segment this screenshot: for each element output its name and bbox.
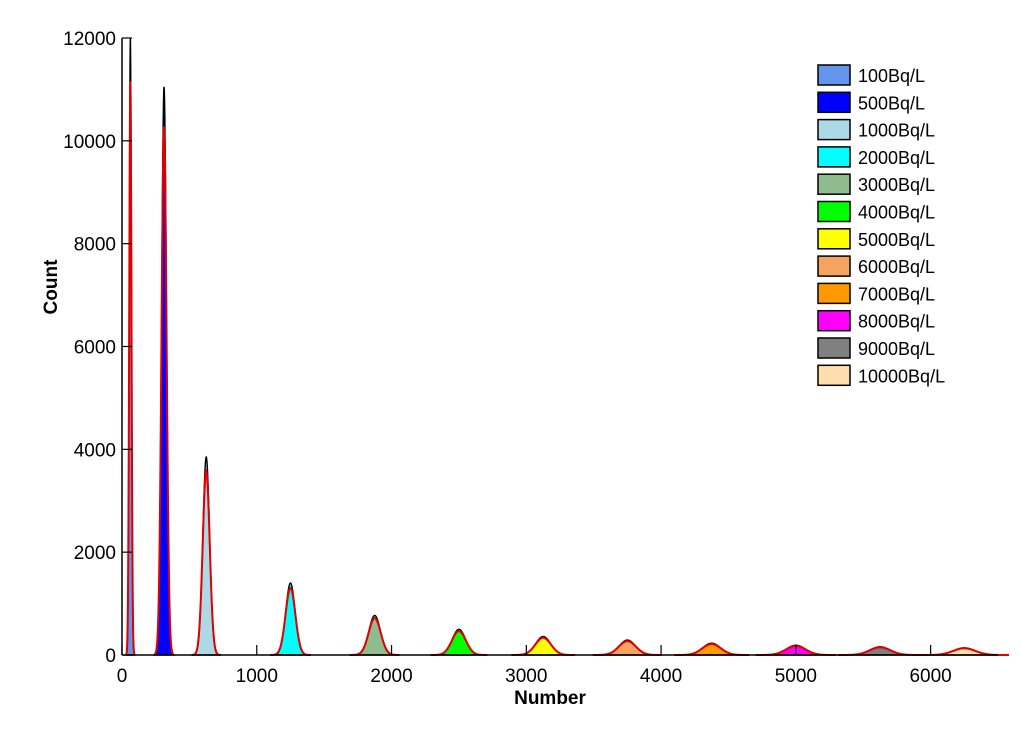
peak-11 xyxy=(919,647,1010,656)
fit-curve-4 xyxy=(350,617,400,656)
x-tick-label: 4000 xyxy=(640,666,682,687)
legend-label: 9000Bq/L xyxy=(858,339,935,359)
legend-label: 500Bq/L xyxy=(858,93,925,113)
legend-label: 10000Bq/L xyxy=(858,366,945,386)
legend-swatch xyxy=(817,228,851,250)
legend-item: 6000Bq/L xyxy=(817,255,935,277)
peak-area-3 xyxy=(269,582,311,656)
legend-label: 1000Bq/L xyxy=(858,121,935,141)
legend-swatch xyxy=(817,173,851,195)
y-tick-label: 4000 xyxy=(74,440,116,461)
legend-label: 7000Bq/L xyxy=(858,284,935,304)
x-tick-label: 1000 xyxy=(236,666,278,687)
legend-item: 5000Bq/L xyxy=(817,228,935,250)
x-tick-label: 5000 xyxy=(775,666,817,687)
y-ticks: 0 2000 4000 6000 8000 10000 12000 xyxy=(63,29,132,667)
peak-8 xyxy=(674,642,749,656)
peak-2 xyxy=(191,455,222,656)
legend: 100Bq/L 500Bq/L 1000Bq/L 2000Bq/L 3000Bq/L 40… xyxy=(817,64,945,387)
legend-label: 2000Bq/L xyxy=(858,148,935,168)
legend-label: 3000Bq/L xyxy=(858,175,935,195)
x-tick-label: 3000 xyxy=(505,666,547,687)
peak-5 xyxy=(430,628,488,656)
y-tick-label: 6000 xyxy=(74,338,116,359)
legend-item: 2000Bq/L xyxy=(817,146,935,168)
peak-area-2 xyxy=(191,455,222,656)
legend-item: 10000Bq/L xyxy=(817,364,945,387)
legend-swatch xyxy=(817,64,851,86)
peak-7 xyxy=(592,639,662,656)
peak-area-5 xyxy=(430,628,488,656)
legend-label: 4000Bq/L xyxy=(858,203,935,223)
legend-label: 6000Bq/L xyxy=(858,257,935,277)
peak-1 xyxy=(153,86,175,656)
legend-label: 8000Bq/L xyxy=(858,312,935,332)
legend-item: 3000Bq/L xyxy=(817,173,935,195)
legend-swatch xyxy=(817,255,851,277)
legend-item: 9000Bq/L xyxy=(817,337,935,359)
peak-6 xyxy=(511,635,575,656)
x-tick-label: 2000 xyxy=(370,666,412,687)
legend-label: 5000Bq/L xyxy=(858,230,935,250)
y-tick-label: 8000 xyxy=(74,235,116,256)
legend-swatch xyxy=(817,309,851,332)
legend-item: 7000Bq/L xyxy=(817,282,935,305)
peak-area-6 xyxy=(511,635,575,656)
peak-area-7 xyxy=(592,639,662,656)
legend-label: 100Bq/L xyxy=(858,66,925,86)
y-tick-label: 10000 xyxy=(63,132,116,153)
x-tick-label: 6000 xyxy=(909,666,951,687)
legend-swatch xyxy=(817,337,851,359)
fit-curve-3 xyxy=(270,586,311,656)
y-axis-title: Count xyxy=(41,259,62,315)
fit-curve-1 xyxy=(153,126,175,656)
x-axis-title: Number xyxy=(514,688,586,709)
peak-area-1 xyxy=(153,86,175,656)
legend-swatch xyxy=(817,282,851,305)
x-ticks: 0 1000 2000 3000 4000 5000 6000 xyxy=(117,645,952,687)
y-tick-label: 12000 xyxy=(63,29,116,50)
legend-item: 1000Bq/L xyxy=(817,118,935,141)
legend-item: 100Bq/L xyxy=(817,64,925,86)
x-tick-label: 0 xyxy=(117,666,128,687)
fit-curve-0 xyxy=(125,81,136,656)
legend-item: 4000Bq/L xyxy=(817,200,935,223)
peak-10 xyxy=(837,646,923,656)
legend-swatch xyxy=(817,118,851,141)
legend-swatch xyxy=(817,200,851,223)
y-tick-label: 0 xyxy=(105,646,116,667)
peak-3 xyxy=(269,582,311,656)
legend-swatch xyxy=(817,364,851,387)
fit-curve-2 xyxy=(191,469,221,656)
legend-item: 8000Bq/L xyxy=(817,309,935,332)
legend-swatch xyxy=(817,146,851,168)
legend-item: 500Bq/L xyxy=(817,91,925,114)
legend-swatch xyxy=(817,91,851,114)
y-tick-label: 2000 xyxy=(74,543,116,564)
